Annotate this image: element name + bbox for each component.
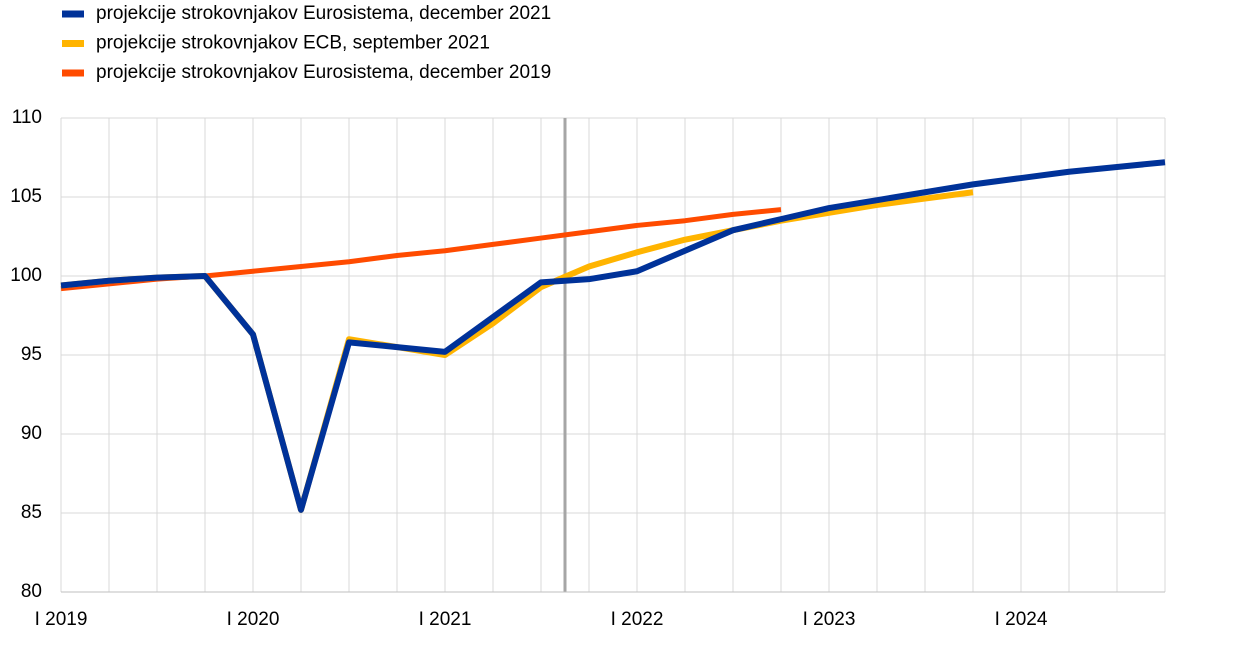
- series-line: [60, 159, 1166, 513]
- y-tick-label: 80: [21, 581, 42, 602]
- legend-swatch: [62, 69, 84, 77]
- y-tick-label: 105: [10, 186, 42, 207]
- legend-label: projekcije strokovnjakov ECB, september …: [96, 33, 490, 54]
- y-tick-label: 95: [21, 344, 42, 365]
- x-tick-label: I 2022: [611, 609, 664, 630]
- y-tick-label: 90: [21, 423, 42, 444]
- y-tick-label: 85: [21, 502, 42, 523]
- legend-swatch: [62, 40, 84, 47]
- legend-label: projekcije strokovnjakov Eurosistema, de…: [96, 62, 551, 83]
- x-tick-label: I 2023: [803, 609, 856, 630]
- legend-swatch: [62, 10, 84, 18]
- x-tick-label: I 2020: [227, 609, 280, 630]
- x-tick-label: I 2024: [995, 609, 1048, 630]
- x-tick-label: I 2021: [419, 609, 472, 630]
- x-tick-label: I 2019: [35, 609, 88, 630]
- legend-label: projekcije strokovnjakov Eurosistema, de…: [96, 3, 551, 24]
- y-tick-label: 110: [12, 107, 42, 128]
- y-tick-label: 100: [10, 265, 42, 286]
